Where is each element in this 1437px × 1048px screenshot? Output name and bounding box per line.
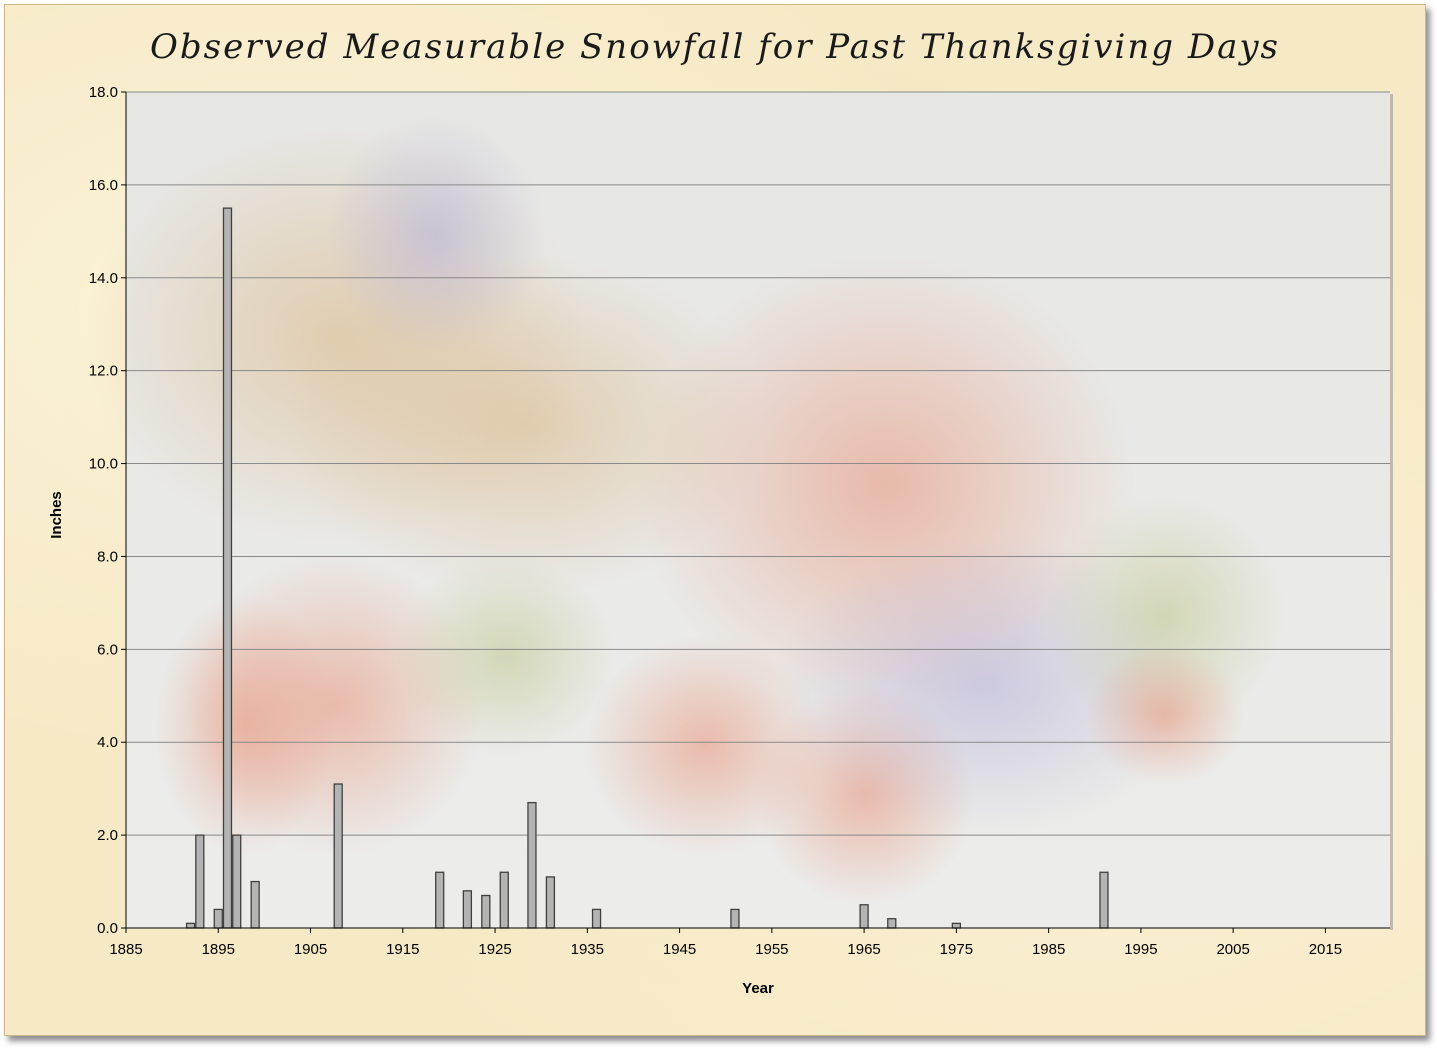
bar: [195, 834, 205, 929]
x-tick-label: 1945: [663, 941, 696, 958]
y-tick-label: 18.0: [89, 84, 118, 101]
bar: [527, 801, 537, 929]
bar: [250, 880, 260, 929]
x-tick-label: 1965: [847, 941, 880, 958]
chart-title: Observed Measurable Snowfall for Past Th…: [150, 27, 1280, 67]
axes: [125, 92, 1390, 929]
x-tick-label: 1905: [294, 941, 327, 958]
x-tick-label: 2005: [1216, 941, 1249, 958]
bar: [499, 871, 509, 929]
bar: [730, 908, 740, 929]
x-tick-label: 1895: [202, 941, 235, 958]
y-tick-labels: 0.0 2.0 4.0 6.0 8.0 10.0 12.0 14.0 16.0 18.0: [89, 84, 126, 937]
bar: [333, 783, 343, 929]
background-blob: [395, 555, 615, 755]
bar: [591, 908, 602, 929]
y-tick-label: 14.0: [89, 270, 118, 287]
y-tick-label: 4.0: [97, 734, 118, 751]
x-tick-label: 2015: [1309, 941, 1342, 958]
y-tick-label: 8.0: [97, 548, 118, 565]
x-axis-title: Year: [742, 980, 774, 997]
cornucopia-background-image: [85, 115, 1285, 905]
bar: [481, 894, 491, 929]
x-tick-label: 1975: [940, 941, 973, 958]
chart-frame: Observed Measurable Snowfall for Past Th…: [4, 4, 1426, 1036]
y-tick-label: 2.0: [97, 827, 118, 844]
bar: [185, 922, 196, 929]
bar: [1099, 871, 1109, 929]
background-blob: [325, 115, 545, 355]
bar: [222, 207, 233, 929]
y-tick-label: 10.0: [89, 456, 118, 473]
bar: [545, 876, 556, 929]
bars: [185, 207, 1109, 929]
bar: [462, 890, 473, 929]
bar: [951, 922, 962, 929]
bar: [232, 834, 242, 929]
bar: [859, 904, 869, 929]
x-tick-label: 1915: [386, 941, 419, 958]
bar: [213, 908, 223, 929]
y-tick-label: 12.0: [89, 363, 118, 380]
chart-svg: 0.0 2.0 4.0 6.0 8.0 10.0 12.0 14.0 16.0 18.0 1885…: [48, 84, 1393, 997]
x-tick-label: 1995: [1124, 941, 1157, 958]
y-axis-title: Inches: [48, 491, 65, 539]
y-tick-label: 16.0: [89, 177, 118, 194]
x-tick-label: 1925: [478, 941, 511, 958]
y-tick-label: 6.0: [97, 641, 118, 658]
x-tick-label: 1955: [755, 941, 788, 958]
x-tick-label: 1885: [109, 941, 142, 958]
bar: [887, 918, 897, 929]
x-tick-label: 1985: [1032, 941, 1065, 958]
x-tick-label: 1935: [571, 941, 604, 958]
plot-shadow-right: [1390, 94, 1393, 930]
background-blob: [155, 595, 335, 855]
background-blob: [1085, 645, 1245, 785]
x-tick-labels: 1885 1895 1905 1915 1925 1935 1945 1955 1965 1975…: [109, 928, 1342, 958]
bar: [435, 871, 445, 929]
y-tick-label: 0.0: [97, 920, 118, 937]
